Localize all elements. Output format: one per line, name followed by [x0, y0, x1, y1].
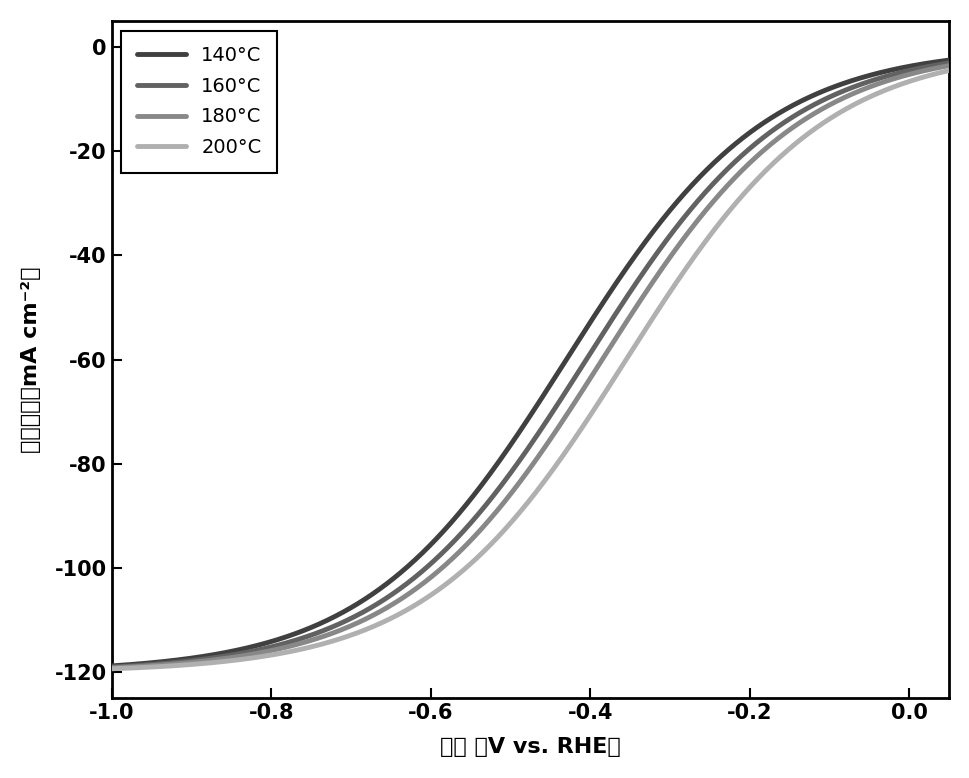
200°C: [513, 509, 524, 518]
140°C: [490, 460, 502, 469]
200°C: [490, 534, 502, 543]
180°C: [943, 61, 954, 70]
140°C: [918, 59, 929, 68]
180°C: [513, 478, 524, 488]
200°C: [148, 662, 160, 671]
180°C: [106, 663, 117, 672]
140°C: [765, 114, 776, 123]
200°C: [918, 72, 929, 82]
160°C: [490, 487, 502, 496]
180°C: [918, 66, 929, 75]
160°C: [918, 62, 929, 72]
200°C: [765, 161, 776, 170]
200°C: [106, 664, 117, 674]
160°C: [765, 127, 776, 136]
180°C: [918, 66, 929, 75]
Y-axis label: 电流密度（mA cm⁻²）: 电流密度（mA cm⁻²）: [20, 266, 41, 453]
Line: 180°C: 180°C: [111, 65, 949, 668]
160°C: [148, 660, 160, 669]
160°C: [943, 58, 954, 68]
160°C: [918, 62, 929, 72]
X-axis label: 电位 （V vs. RHE）: 电位 （V vs. RHE）: [440, 738, 620, 757]
200°C: [918, 72, 929, 82]
Legend: 140°C, 160°C, 180°C, 200°C: 140°C, 160°C, 180°C, 200°C: [121, 30, 277, 173]
200°C: [943, 66, 954, 75]
160°C: [106, 662, 117, 671]
180°C: [148, 661, 160, 670]
160°C: [513, 457, 524, 466]
Line: 160°C: 160°C: [111, 63, 949, 667]
Line: 140°C: 140°C: [111, 60, 949, 666]
140°C: [918, 59, 929, 68]
140°C: [943, 55, 954, 65]
140°C: [148, 658, 160, 668]
180°C: [765, 139, 776, 149]
180°C: [490, 506, 502, 516]
140°C: [513, 428, 524, 437]
140°C: [106, 661, 117, 671]
Line: 200°C: 200°C: [111, 71, 949, 669]
